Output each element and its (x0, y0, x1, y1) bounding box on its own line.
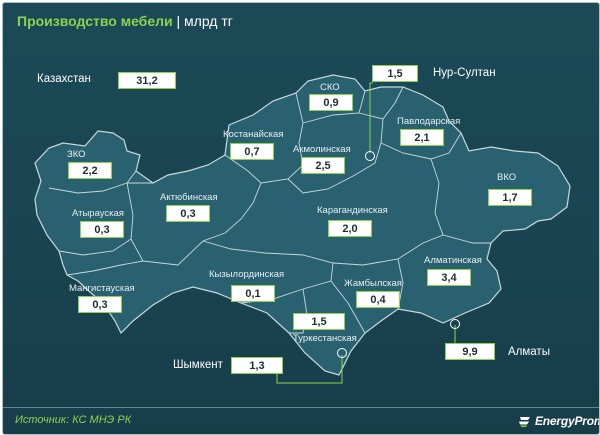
city-marker-nur-sultan (365, 151, 375, 161)
city-label-nur-sultan: Нур-Султан (433, 67, 496, 79)
region-borders (48, 86, 491, 334)
region-value-atyrau: 0,3 (80, 221, 124, 238)
region-value-aktobe: 0,3 (166, 205, 210, 222)
region-value-sko: 0,9 (309, 94, 353, 111)
brand-name: EnergyProm (535, 414, 600, 428)
brand-logo: EnergyProm (518, 412, 600, 430)
border-akmola (287, 112, 384, 194)
border-zko (48, 170, 137, 194)
city-marker-almaty (450, 319, 460, 329)
region-label-mangistau: Мангистауская (69, 283, 135, 294)
region-value-vko: 1,7 (488, 189, 532, 206)
region-label-akmola: Акмолинская (293, 144, 351, 155)
source-note: Источник: КС МНЭ РК (15, 414, 132, 426)
region-label-pavlodar: Павлодарская (397, 116, 461, 127)
region-label-zhambyl: Жамбылская (344, 278, 402, 289)
region-label-atyrau: Атырауская (72, 208, 124, 219)
region-label-aktobe: Актюбинская (160, 192, 218, 203)
region-label-karaganda: Карагандинская (317, 205, 388, 216)
region-label-vko: ВКО (497, 172, 517, 183)
region-value-kostanay: 0,7 (230, 143, 274, 160)
region-value-pavlodar: 2,1 (400, 129, 444, 146)
kazakhstan-label: Казахстан (37, 73, 91, 85)
border-mangistau (66, 238, 144, 276)
region-label-turkestan: Туркестанская (293, 333, 357, 344)
energyprom-icon (519, 417, 530, 427)
border-vko (430, 158, 491, 244)
kazakhstan-value: 31,2 (118, 72, 176, 89)
footer-divider (3, 407, 599, 408)
region-value-mangistau: 0,3 (78, 296, 122, 313)
city-marker-shymkent (337, 348, 347, 358)
city-value-shymkent: 1,3 (231, 357, 283, 374)
border-sko (302, 90, 366, 124)
region-value-zhambyl: 0,4 (356, 291, 400, 308)
title-separator: | (172, 13, 185, 29)
region-value-zko: 2,2 (68, 162, 112, 179)
region-label-kyzylorda: Кызылординская (209, 269, 285, 280)
leader-nur-sultan (369, 82, 373, 153)
region-value-kyzylorda: 0,1 (231, 285, 275, 302)
region-value-almaty-region: 3,4 (427, 269, 471, 286)
region-label-almaty-region: Алматинская (424, 255, 482, 266)
border-aktobe-south (142, 182, 262, 266)
region-label-zko: ЗКО (67, 149, 86, 160)
border-atyrau (58, 182, 134, 256)
city-value-nur-sultan: 1,5 (372, 65, 418, 82)
region-value-akmola: 2,5 (301, 157, 345, 174)
region-label-sko: СКО (320, 82, 340, 93)
country-outline (34, 74, 571, 376)
region-value-karaganda: 2,0 (328, 220, 372, 237)
region-label-kostanay: Костанайская (223, 129, 284, 140)
city-label-shymkent: Шымкент (173, 359, 223, 371)
border-kostanay (224, 92, 304, 184)
chart-title: Производство мебели | млрд тг (17, 13, 233, 29)
title-main: Производство мебели (17, 13, 173, 29)
city-value-almaty: 9,9 (445, 343, 495, 360)
leader-shymkent (276, 355, 343, 384)
region-value-turkestan: 1,5 (293, 313, 345, 330)
city-label-almaty: Алматы (508, 346, 550, 358)
title-unit: млрд тг (184, 13, 233, 29)
